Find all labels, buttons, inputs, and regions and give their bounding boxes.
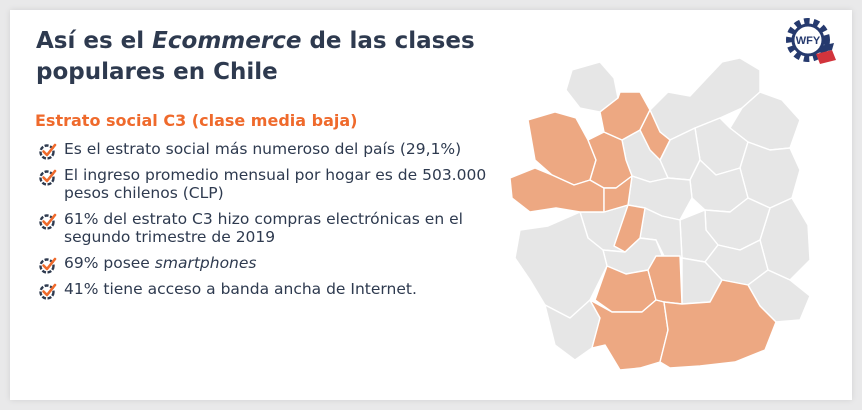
list-item: 69% posee smartphones [36,254,506,274]
logo-text: WFY [796,35,821,47]
checklist-icon [39,213,57,230]
checklist-icon [39,257,57,274]
map-region-highlighted [613,204,646,253]
map-region-highlighted [603,175,633,213]
bullet-text: 69% posee smartphones [64,254,257,272]
checklist-icon [39,283,57,300]
bullet-list: Es el estrato social más numeroso del pa… [36,140,506,306]
map-region-highlighted [639,109,671,161]
list-item: El ingreso promedio mensual por hogar es… [36,166,506,202]
checklist-icon [39,169,57,186]
list-item: 41% tiene acceso a banda ancha de Intern… [36,280,506,300]
gear-icon [786,18,836,64]
brand-logo: WFY [786,18,836,64]
section-subtitle: Estrato social C3 (clase media baja) [35,111,358,130]
bullet-text: El ingreso promedio mensual por hogar es… [64,166,487,202]
map-region [514,211,608,319]
list-item: 61% del estrato C3 hizo compras electrón… [36,210,506,246]
list-item: Es el estrato social más numeroso del pa… [36,140,506,160]
bullet-text: 61% del estrato C3 hizo compras electrón… [64,210,463,246]
page-title: Así es el Ecommerce de las clases popula… [36,28,475,85]
santiago-map [509,57,811,371]
map-region-highlighted [659,279,777,369]
checklist-icon [39,143,57,160]
bullet-text: 41% tiene acceso a banda ancha de Intern… [64,280,417,298]
map-region-highlighted [599,91,651,141]
bullet-text: Es el estrato social más numeroso del pa… [64,140,462,158]
